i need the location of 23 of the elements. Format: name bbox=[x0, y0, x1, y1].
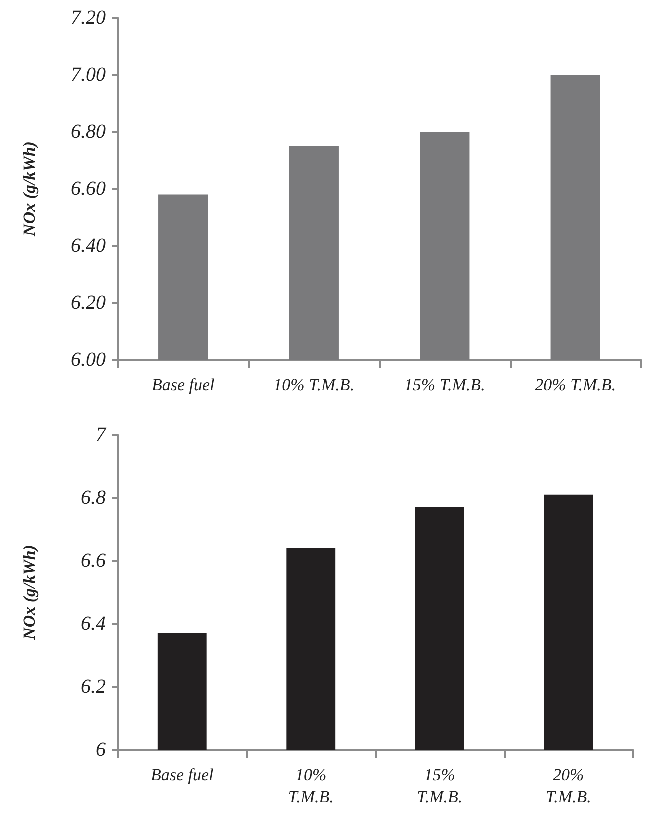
y-tick-label: 6.6 bbox=[81, 550, 106, 572]
y-tick-label: 6.2 bbox=[81, 676, 106, 698]
y-tick-label: 7.00 bbox=[71, 64, 106, 86]
x-tick-label: 20% T.M.B. bbox=[546, 766, 592, 806]
x-tick-label: 10% T.M.B. bbox=[274, 376, 355, 394]
x-tick-label: 15% T.M.B. bbox=[404, 376, 486, 394]
y-tick-label: 6.4 bbox=[81, 613, 106, 635]
x-tick-label: 15% T.M.B. bbox=[417, 766, 463, 806]
x-tick-label: Base fuel bbox=[152, 376, 216, 394]
y-axis-title: NOx (g/kWh) bbox=[20, 142, 39, 238]
y-tick-label: 6.8 bbox=[81, 487, 106, 509]
y-tick-label: 6.60 bbox=[71, 178, 106, 200]
y-tick-label: 6.20 bbox=[71, 292, 106, 314]
y-tick-label: 6 bbox=[96, 739, 106, 761]
y-tick-label: 7.20 bbox=[71, 7, 106, 29]
y-tick-label: 7 bbox=[96, 424, 107, 446]
x-tick-label: 20% T.M.B. bbox=[535, 376, 616, 394]
x-tick-label: Base fuel bbox=[150, 766, 214, 784]
y-tick-label: 6.40 bbox=[71, 235, 106, 257]
y-axis-title: NOx (g/kWh) bbox=[20, 545, 39, 641]
x-tick-label: 10% T.M.B. bbox=[288, 766, 334, 806]
y-tick-label: 6.80 bbox=[71, 121, 106, 143]
y-tick-label: 6.00 bbox=[71, 349, 106, 371]
